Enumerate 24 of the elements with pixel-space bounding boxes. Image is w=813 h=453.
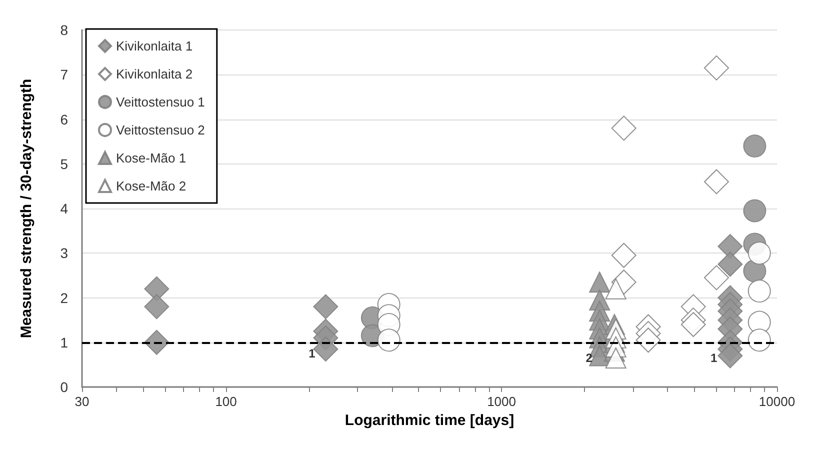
annotation: 2 (586, 350, 593, 365)
y-tick-label: 7 (60, 66, 68, 83)
x-tick-label: 100 (215, 394, 237, 409)
y-axis-title: Measured strength / 30-day-strength (18, 78, 35, 338)
y-tick-label: 5 (60, 156, 68, 172)
y-tick-label: 4 (60, 200, 68, 216)
y-tick-label: 0 (60, 379, 68, 395)
x-tick-label: 1000 (487, 394, 516, 409)
y-tick-label: 6 (60, 111, 68, 128)
legend-label: Veittostensuo 2 (116, 122, 205, 138)
x-tick-label: 30 (74, 394, 90, 409)
x-axis-title: Logarithmic time [days] (344, 412, 514, 429)
x-tick-label: 10000 (758, 394, 796, 409)
y-tick-label: 1 (60, 334, 68, 350)
legend-label: Kose-Mão 1 (116, 150, 186, 166)
legend-label: Kivikonlaita 1 (116, 38, 193, 54)
annotation: 1 (308, 346, 316, 361)
legend-label: Kivikonlaita 2 (116, 66, 193, 82)
legend-label: Veittostensuo 1 (116, 94, 205, 110)
annotation: 1 (710, 350, 718, 365)
legend-label: Kose-Mão 2 (116, 178, 186, 194)
y-tick-label: 3 (60, 245, 68, 262)
y-tick-label: 8 (60, 22, 68, 38)
y-tick-label: 2 (60, 290, 68, 306)
